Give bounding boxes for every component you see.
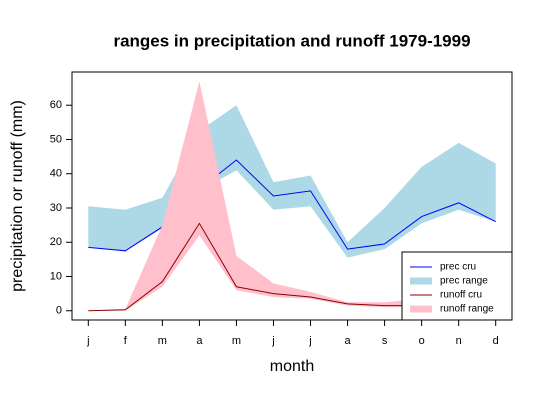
- x-tick-label: m: [158, 335, 167, 347]
- y-axis-label: precipitation or runoff (mm): [9, 100, 26, 292]
- legend-label: prec range: [440, 276, 488, 287]
- chart-title: ranges in precipitation and runoff 1979-…: [113, 31, 470, 50]
- y-tick-label: 10: [50, 270, 62, 282]
- x-tick-label: j: [86, 335, 89, 347]
- x-tick-label: d: [493, 335, 499, 347]
- plot-frame: [71, 71, 513, 321]
- x-tick-label: j: [308, 335, 311, 347]
- x-tick-label: o: [419, 335, 425, 347]
- x-tick-label: f: [124, 335, 128, 347]
- x-tick-label: a: [344, 335, 351, 347]
- range-band: [88, 81, 496, 311]
- x-tick-label: j: [271, 335, 274, 347]
- x-axis-label: month: [270, 358, 314, 375]
- x-tick-label: a: [196, 335, 203, 347]
- legend-label: runoff cru: [440, 290, 482, 301]
- legend: prec cru prec range runoff cru runoff range: [401, 251, 513, 321]
- x-tick-label: m: [232, 335, 241, 347]
- series-line: [88, 159, 496, 252]
- range-band: [88, 105, 496, 258]
- legend-label: runoff range: [440, 304, 494, 315]
- y-tick-label: 50: [50, 133, 62, 145]
- x-tick-label: n: [456, 335, 462, 347]
- y-tick-label: 0: [56, 305, 62, 317]
- x-tick-label: s: [382, 335, 388, 347]
- y-tick-label: 40: [50, 168, 62, 180]
- y-tick-label: 30: [50, 202, 62, 214]
- y-tick-label: 60: [50, 99, 62, 111]
- y-tick-label: 20: [50, 236, 62, 248]
- legend-label: prec cru: [440, 262, 476, 273]
